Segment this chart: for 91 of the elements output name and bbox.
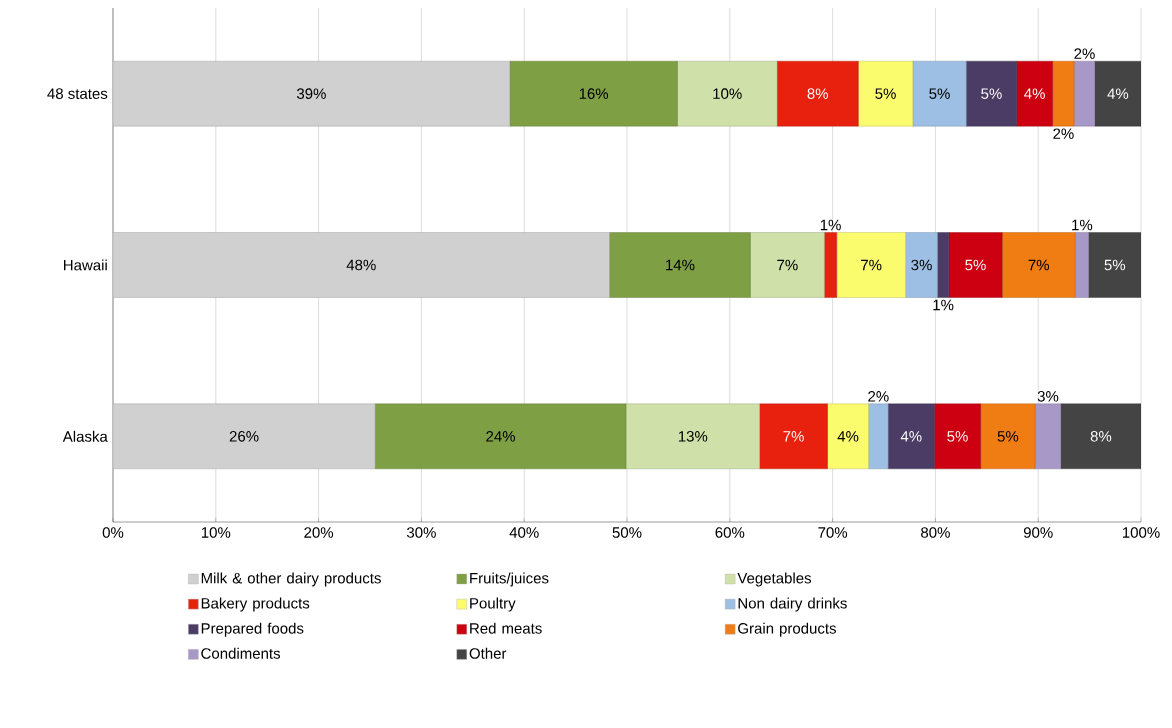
data-label: 4% — [1024, 88, 1045, 99]
bar — [858, 60, 913, 127]
bar — [948, 232, 1003, 298]
data-label: 4% — [900, 431, 922, 442]
x-tick-label: 50% — [612, 527, 642, 538]
legend-label: Other — [469, 647, 507, 659]
bar — [113, 232, 610, 298]
data-label: 5% — [929, 88, 950, 99]
data-label: 5% — [1104, 259, 1126, 271]
bar — [905, 232, 938, 298]
data-label: 3% — [1037, 391, 1059, 402]
data-label: 2% — [1053, 128, 1074, 139]
bar — [113, 403, 376, 470]
bar — [509, 60, 678, 127]
bar — [827, 403, 869, 470]
bar — [625, 403, 760, 470]
data-label: 13% — [678, 431, 708, 442]
x-tick-label: 60% — [715, 527, 745, 538]
x-tick-label: 90% — [1023, 527, 1053, 538]
x-tick-label: 0% — [102, 527, 124, 538]
bar — [1016, 60, 1053, 127]
bar — [609, 232, 751, 298]
bar — [824, 232, 837, 298]
data-label: 1% — [1072, 219, 1093, 231]
data-label: 5% — [965, 259, 986, 271]
data-label: 5% — [981, 88, 1002, 99]
x-tick-label: 30% — [406, 527, 436, 538]
bar — [759, 403, 828, 470]
bar — [374, 403, 627, 470]
legend-label: Non dairy drinks — [738, 597, 847, 612]
bar — [1002, 232, 1076, 298]
y-tick-label: 48 states — [47, 88, 108, 99]
data-label: 7% — [783, 431, 804, 442]
data-label: 3% — [911, 259, 932, 271]
bar — [1034, 403, 1062, 470]
data-label: 1% — [820, 219, 841, 231]
bar — [887, 403, 935, 470]
bar — [912, 60, 967, 127]
bar — [1060, 403, 1142, 470]
data-label: 48% — [346, 259, 376, 271]
data-label: 7% — [1028, 259, 1050, 271]
data-label: 39% — [296, 88, 326, 99]
data-label: 2% — [868, 391, 889, 402]
data-label: 16% — [579, 88, 609, 99]
data-label: 5% — [997, 431, 1019, 442]
x-tick-label: 100% — [1122, 527, 1160, 538]
legend-label: Milk & other dairy products — [201, 572, 381, 587]
data-label: 8% — [807, 88, 828, 99]
x-tick-label: 10% — [201, 527, 231, 538]
legend-label: Condiments — [201, 647, 281, 659]
legend-label: Red meats — [470, 622, 542, 634]
legend-label: Bakery products — [201, 597, 310, 612]
data-label: 14% — [666, 259, 695, 271]
bar — [677, 60, 778, 127]
bar — [113, 60, 511, 127]
legend-label: Vegetables — [737, 572, 812, 587]
bar — [1075, 232, 1089, 298]
data-label: 7% — [861, 259, 882, 271]
bar — [1094, 60, 1142, 127]
bar — [836, 232, 906, 298]
legend-label: Fruits/juices — [470, 572, 549, 587]
data-label: 1% — [933, 299, 954, 311]
bar — [868, 403, 889, 470]
data-label: 10% — [713, 88, 742, 99]
bar — [1088, 232, 1142, 298]
y-tick-label: Alaska — [62, 430, 108, 442]
bar — [1073, 60, 1095, 127]
x-tick-label: 40% — [509, 527, 539, 538]
bar — [980, 403, 1036, 470]
data-label: 4% — [837, 431, 859, 442]
data-label: 26% — [229, 431, 259, 442]
legend-label: Prepared foods — [201, 622, 304, 637]
legend-label: Poultry — [470, 597, 516, 612]
legend-label: Grain products — [738, 622, 837, 637]
bar — [934, 403, 981, 470]
y-tick-label: Hawaii — [64, 259, 107, 271]
data-label: 5% — [947, 431, 968, 442]
data-label: 8% — [1090, 431, 1112, 442]
bar — [966, 60, 1017, 127]
data-label: 7% — [777, 259, 798, 271]
bar — [776, 60, 859, 127]
bar — [750, 232, 825, 298]
x-tick-label: 20% — [304, 527, 334, 538]
bar — [1052, 60, 1075, 127]
data-label: 24% — [486, 431, 516, 442]
data-label: 4% — [1107, 88, 1129, 99]
bar — [937, 232, 949, 298]
data-label: 2% — [1074, 48, 1095, 59]
data-label: 5% — [875, 88, 896, 99]
x-tick-label: 80% — [921, 527, 950, 538]
x-tick-label: 70% — [818, 527, 848, 538]
